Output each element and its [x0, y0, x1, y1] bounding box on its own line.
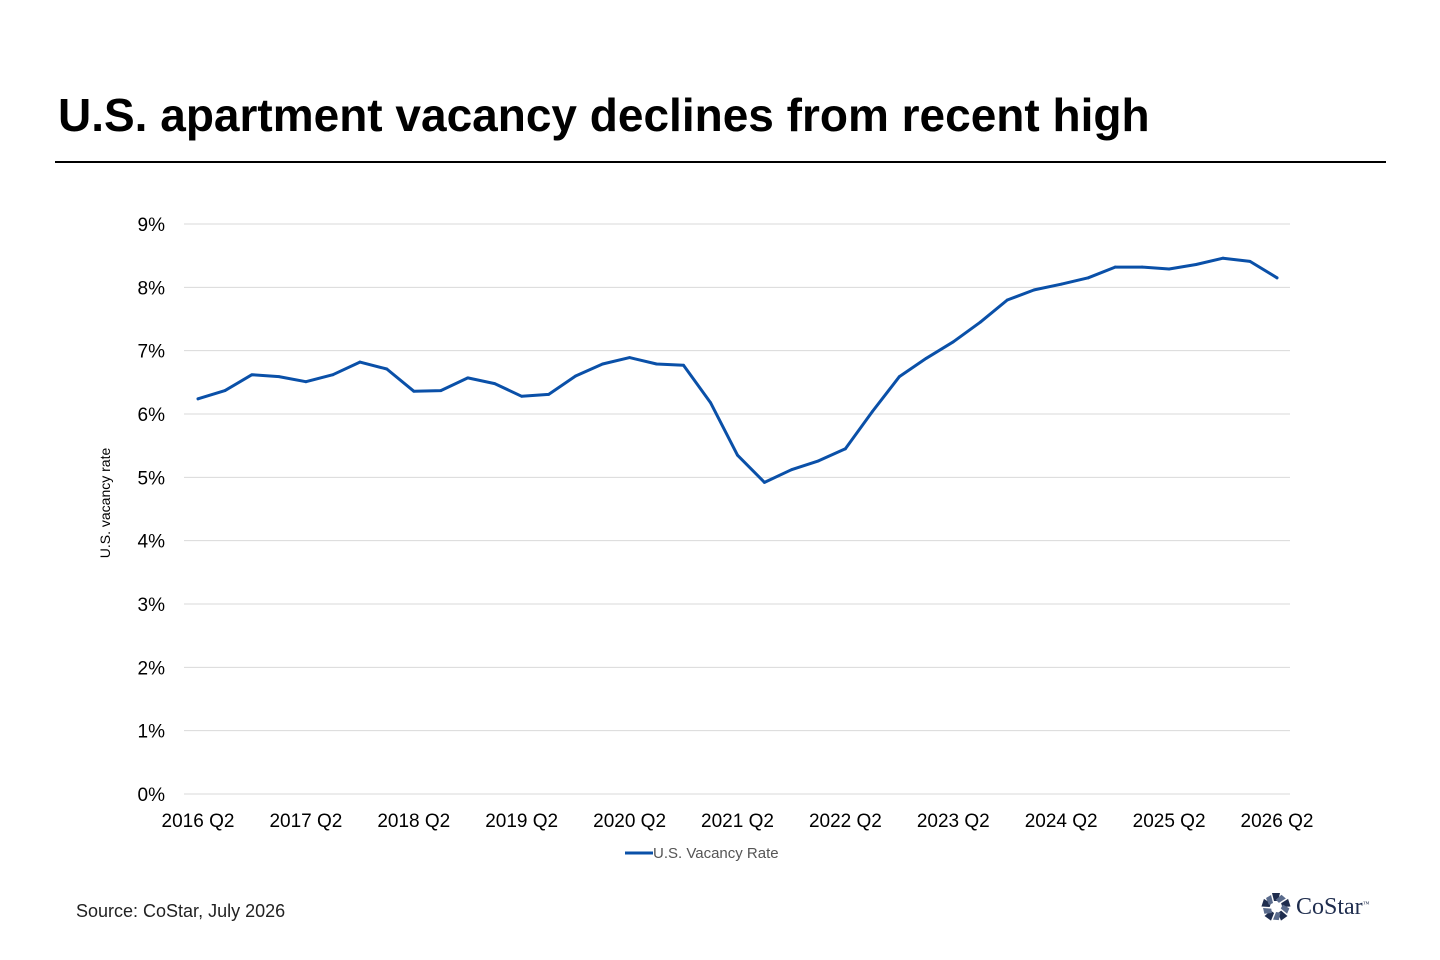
data-point [951, 340, 955, 344]
data-point [1005, 298, 1009, 302]
trademark-symbol: ™ [1362, 899, 1370, 908]
data-point [736, 453, 739, 457]
x-tick-label: 2020 Q2 [593, 811, 666, 832]
x-tick-label: 2025 Q2 [1133, 811, 1206, 832]
data-point [1167, 267, 1171, 271]
series-layer [196, 256, 1279, 484]
data-point [520, 394, 524, 398]
source-note: Source: CoStar, July 2026 [76, 901, 286, 921]
data-point [628, 356, 631, 360]
x-tick-label: 2023 Q2 [917, 811, 990, 832]
data-point [331, 373, 335, 377]
data-point [250, 373, 254, 377]
data-point [897, 375, 901, 379]
y-tick-label: 4% [138, 532, 166, 553]
title-divider [55, 161, 1386, 163]
grid-lines [184, 223, 1290, 795]
data-point [870, 410, 874, 413]
data-point [655, 362, 658, 366]
y-tick-label: 8% [138, 278, 166, 299]
data-point [1086, 276, 1090, 280]
y-axis-tick-labels: 0% 1% 2% 3% 4% 5% 6% 7% 8% 9% [138, 215, 166, 806]
y-tick-label: 0% [138, 785, 166, 806]
y-tick-label: 5% [138, 468, 166, 489]
x-tick-label: 2019 Q2 [485, 811, 558, 832]
x-tick-label: 2018 Q2 [377, 811, 450, 832]
x-tick-label: 2017 Q2 [269, 811, 342, 832]
costar-logo: CoStar™ [1260, 891, 1370, 923]
data-point [574, 374, 578, 378]
data-point [385, 367, 389, 371]
data-point [763, 481, 766, 484]
legend-label-vacancy-rate: U.S. Vacancy Rate [653, 845, 779, 862]
series-line-vacancy-rate [196, 256, 1279, 484]
data-point [196, 397, 200, 401]
y-tick-label: 9% [138, 215, 166, 236]
data-point [844, 447, 847, 451]
data-point [601, 362, 605, 366]
data-point [412, 389, 416, 393]
data-point [924, 356, 928, 360]
data-point [466, 376, 470, 380]
data-point [790, 468, 793, 472]
y-tick-label: 7% [138, 342, 166, 363]
costar-logo-text: CoStar™ [1296, 893, 1370, 920]
y-tick-label: 1% [138, 722, 166, 743]
x-axis-tick-labels: 2016 Q2 2017 Q2 2018 Q2 2019 Q2 2020 Q2 2021 … [162, 811, 1314, 832]
data-point [439, 389, 443, 392]
data-point [682, 363, 685, 367]
data-point [978, 320, 982, 324]
data-point [493, 382, 497, 385]
y-tick-label: 6% [138, 405, 166, 426]
data-point [358, 360, 362, 364]
data-point [1113, 265, 1117, 269]
x-tick-label: 2016 Q2 [162, 811, 235, 832]
data-point [709, 401, 712, 404]
data-point [1194, 263, 1198, 266]
data-point [1221, 256, 1225, 260]
y-tick-label: 3% [138, 595, 166, 616]
x-tick-label: 2021 Q2 [701, 811, 774, 832]
x-tick-label: 2026 Q2 [1241, 811, 1314, 832]
x-tick-label: 2024 Q2 [1025, 811, 1098, 832]
data-point [223, 389, 227, 392]
data-point [547, 392, 551, 396]
y-axis-label: U.S. vacancy rate [97, 448, 113, 559]
legend: U.S. Vacancy Rate [625, 845, 779, 862]
data-point [1275, 276, 1279, 280]
x-tick-label: 2022 Q2 [809, 811, 882, 832]
costar-star-icon [1261, 893, 1291, 921]
page-title: U.S. apartment vacancy declines from rec… [58, 89, 1150, 141]
data-point [1140, 265, 1144, 269]
data-point [277, 375, 281, 379]
data-point [304, 380, 308, 384]
y-tick-label: 2% [138, 658, 166, 679]
data-point [1248, 259, 1252, 263]
data-point [1032, 288, 1036, 292]
data-point [1059, 282, 1063, 286]
data-point [817, 459, 820, 463]
